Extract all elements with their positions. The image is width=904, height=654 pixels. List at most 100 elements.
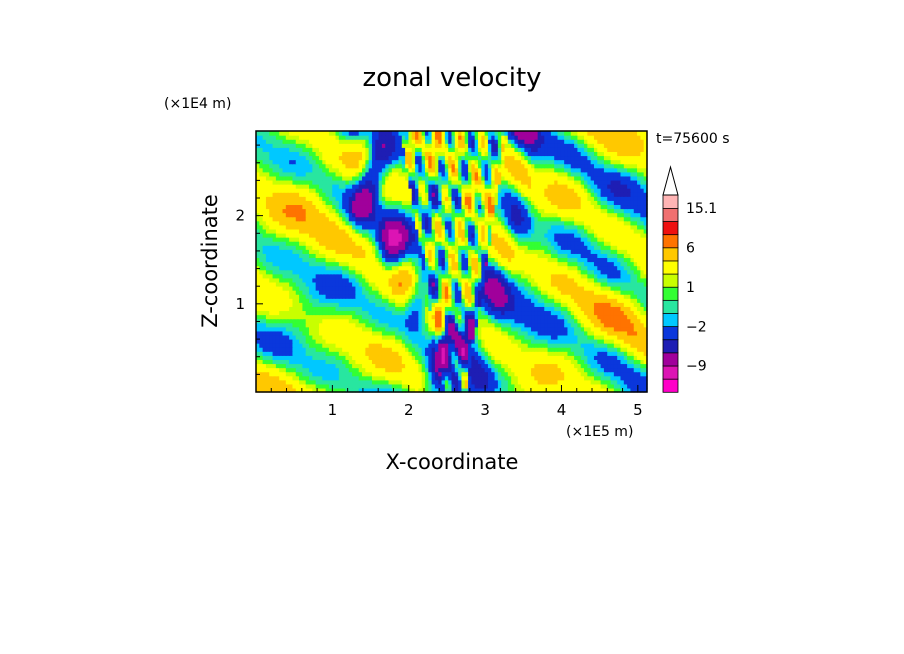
field-cell [418,383,423,389]
field-cell [504,314,509,320]
field-cell [348,237,353,242]
field-cell [643,338,648,344]
field-cell [584,334,588,340]
field-cell [643,265,648,271]
field-cell [381,371,386,377]
field-cell [474,310,479,316]
field-cell [408,338,413,344]
field-cell [391,277,396,283]
field-cell [428,261,433,267]
field-cell [484,277,489,283]
field-cell [574,375,579,381]
field-cell [550,330,555,336]
field-cell [633,265,638,271]
field-cell [375,281,380,287]
field-cell [560,228,565,234]
field-cell [511,237,516,242]
field-cell [517,322,522,328]
field-cell [564,387,569,393]
field-cell [527,322,532,328]
field-cell [421,249,426,254]
field-cell [405,237,410,242]
field-cell [554,318,559,324]
field-cell [577,383,582,389]
field-cell [544,330,549,336]
field-cell [633,314,638,320]
field-cell [395,330,400,336]
field-cell [537,363,542,369]
field-cell [371,232,376,238]
field-cell [633,241,638,246]
field-cell [494,326,499,332]
field-cell [444,363,449,369]
field-cell [352,224,356,230]
field-cell [325,310,330,316]
field-cell [338,216,343,222]
field-cell [285,285,290,291]
field-cell [570,290,575,295]
field-cell [309,269,313,275]
field-cell [507,228,512,234]
field-cell [468,253,472,259]
field-cell [643,351,648,356]
field-cell [554,249,559,254]
field-cell [438,379,443,385]
field-cell [637,334,641,340]
field-cell [265,249,270,254]
field-cell [494,294,499,299]
field-cell [560,330,565,336]
field-cell [560,306,565,312]
field-cell [550,302,555,307]
field-cell [511,330,516,336]
field-cell [497,237,502,242]
field-cell [570,273,575,279]
field-cell [623,343,628,348]
field-cell [285,253,290,259]
field-cell [378,273,383,279]
field-cell [570,318,575,324]
field-cell [282,261,287,267]
field-cell [550,383,555,389]
field-cell [342,367,347,373]
field-cell [338,383,343,389]
field-cell [580,334,585,340]
field-cell [305,245,310,250]
field-cell [441,269,446,275]
field-cell [454,338,459,344]
field-cell [259,367,264,373]
field-cell [574,253,579,259]
field-cell [613,245,618,250]
field-cell [418,245,423,250]
field-cell [597,318,602,324]
field-cell [388,387,393,393]
field-cell [474,232,479,238]
field-cell [438,338,443,344]
field-cell [560,261,565,267]
field-cell [381,375,386,381]
field-cell [627,379,632,385]
field-cell [302,290,307,295]
field-cell [395,261,400,267]
field-cell [312,228,317,234]
field-cell [405,338,410,344]
field-cell [507,310,512,316]
field-cell [428,281,433,287]
field-cell [458,322,463,328]
field-cell [269,257,274,263]
field-cell [471,387,476,393]
field-cell [282,343,287,348]
field-cell [630,355,635,360]
field-cell [640,273,645,279]
field-cell [415,371,419,377]
field-cell [623,281,628,287]
field-cell [441,383,446,389]
field-cell [610,322,615,328]
field-cell [468,237,472,242]
field-cell [342,330,347,336]
field-cell [318,265,323,271]
field-cell [620,347,625,352]
field-cell [441,338,446,344]
field-cell [504,245,509,250]
field-cell [272,314,277,320]
field-cell [342,302,347,307]
